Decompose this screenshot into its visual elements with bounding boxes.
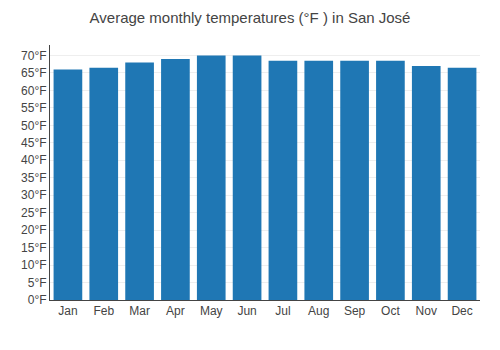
svg-text:Jun: Jun <box>237 304 256 318</box>
svg-text:Average monthly temperatures (: Average monthly temperatures (°F ) in Sa… <box>90 9 411 26</box>
svg-text:Dec: Dec <box>451 304 472 318</box>
svg-text:10°F: 10°F <box>21 258 46 272</box>
svg-text:Jan: Jan <box>58 304 77 318</box>
svg-text:Mar: Mar <box>129 304 150 318</box>
svg-text:Jul: Jul <box>275 304 290 318</box>
svg-text:40°F: 40°F <box>21 153 46 167</box>
svg-text:25°F: 25°F <box>21 206 46 220</box>
svg-text:65°F: 65°F <box>21 66 46 80</box>
svg-text:Apr: Apr <box>166 304 185 318</box>
svg-text:Nov: Nov <box>416 304 437 318</box>
svg-text:20°F: 20°F <box>21 223 46 237</box>
svg-text:45°F: 45°F <box>21 136 46 150</box>
svg-text:Sep: Sep <box>344 304 366 318</box>
svg-text:70°F: 70°F <box>21 49 46 63</box>
svg-text:5°F: 5°F <box>28 276 47 290</box>
svg-text:30°F: 30°F <box>21 188 46 202</box>
svg-text:50°F: 50°F <box>21 119 46 133</box>
svg-text:Feb: Feb <box>93 304 114 318</box>
svg-text:Oct: Oct <box>381 304 400 318</box>
svg-text:Aug: Aug <box>308 304 329 318</box>
svg-text:35°F: 35°F <box>21 171 46 185</box>
svg-text:0°F: 0°F <box>28 293 47 307</box>
svg-text:May: May <box>200 304 223 318</box>
svg-text:55°F: 55°F <box>21 101 46 115</box>
svg-text:60°F: 60°F <box>21 84 46 98</box>
svg-text:15°F: 15°F <box>21 241 46 255</box>
